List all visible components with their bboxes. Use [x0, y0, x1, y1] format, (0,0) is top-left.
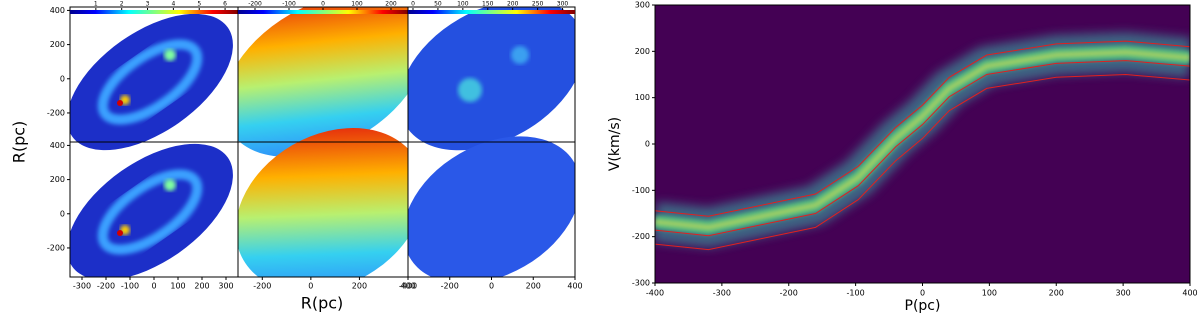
colorbar-tick-label: 5	[197, 1, 201, 8]
x-tick-label: -200	[441, 282, 459, 291]
velocity-maps	[238, 7, 408, 277]
x-tick-label: 400	[400, 282, 415, 291]
colorbar-tick-label: 50	[434, 1, 442, 8]
y-tick-label: 200	[635, 47, 650, 56]
x-tick-label: -200	[780, 289, 798, 298]
y-tick-label: -300	[632, 279, 650, 288]
x-tick-label: 100	[982, 289, 997, 298]
intensity-maps	[70, 13, 233, 277]
y-tick-label: 0	[645, 140, 650, 149]
colorbar	[238, 10, 408, 14]
x-tick-label: 400	[1182, 289, 1197, 298]
colorbar-tick-label: 0	[321, 1, 325, 8]
colorbar	[408, 10, 575, 14]
x-tick-label: 200	[526, 282, 541, 291]
x-tick-label: 200	[1049, 289, 1064, 298]
colorbar-tick-label: 6	[223, 1, 227, 8]
y-tick-label: 0	[60, 74, 65, 83]
x-tick-label: -200	[97, 282, 115, 291]
y-tick-label: 300	[635, 1, 650, 10]
colorbar-tick-label: 100	[457, 1, 469, 8]
y-tick-label: 0	[60, 209, 65, 218]
colorbar-tick-label: 200	[385, 1, 397, 8]
colorbar	[70, 10, 238, 14]
y-tick-label: 400	[50, 6, 65, 15]
y-tick-label: -200	[47, 108, 65, 117]
colorbar-tick-label: 3	[146, 1, 150, 8]
colorbar-tick-label: 2	[120, 1, 124, 8]
x-tick-label: 100	[170, 282, 185, 291]
colorbar-tick-label: 200	[507, 1, 519, 8]
colorbar-tick-label: 300	[557, 1, 569, 8]
x-axis-label: R(pc)	[301, 294, 344, 313]
y-tick-label: -200	[47, 243, 65, 252]
dispersion-maps	[408, 7, 575, 277]
colorbar-tick-label: 1	[94, 1, 98, 8]
y-tick-label: 400	[50, 141, 65, 150]
colorbar-tick-label: 4	[171, 1, 175, 8]
colorbar-tick-label: -100	[282, 1, 296, 8]
x-tick-label: 0	[151, 282, 156, 291]
x-tick-label: 300	[1115, 289, 1130, 298]
colorbar-tick-label: 0	[411, 1, 415, 8]
x-tick-label: -300	[73, 282, 91, 291]
x-tick-label: -300	[713, 289, 731, 298]
y-tick-label: -200	[632, 232, 650, 241]
colorbar-tick-label: 100	[351, 1, 363, 8]
x-tick-label: -200	[253, 282, 271, 291]
y-tick-label: 100	[635, 93, 650, 102]
x-tick-label: 400	[567, 282, 582, 291]
x-tick-label: -100	[121, 282, 139, 291]
colorbar-tick-label: -200	[248, 1, 262, 8]
x-tick-label: -100	[847, 289, 865, 298]
x-tick-label: 300	[218, 282, 233, 291]
y-tick-label: 200	[50, 175, 65, 184]
y-axis-label: R(pc)	[10, 121, 29, 164]
x-tick-label: 0	[920, 289, 925, 298]
pv-diagram	[655, 5, 1190, 283]
y-tick-label: -100	[632, 186, 650, 195]
x-axis-label: P(pc)	[905, 298, 941, 314]
y-tick-label: 200	[50, 40, 65, 49]
colorbar-tick-label: 250	[532, 1, 544, 8]
x-tick-label: 0	[308, 282, 313, 291]
y-axis-label: V(km/s)	[607, 117, 623, 171]
x-tick-label: 0	[489, 282, 494, 291]
colorbar-tick-label: 150	[482, 1, 494, 8]
x-tick-label: -400	[646, 289, 664, 298]
x-tick-label: 200	[352, 282, 367, 291]
x-tick-label: 200	[194, 282, 209, 291]
x-tick-label: -400	[399, 282, 417, 291]
